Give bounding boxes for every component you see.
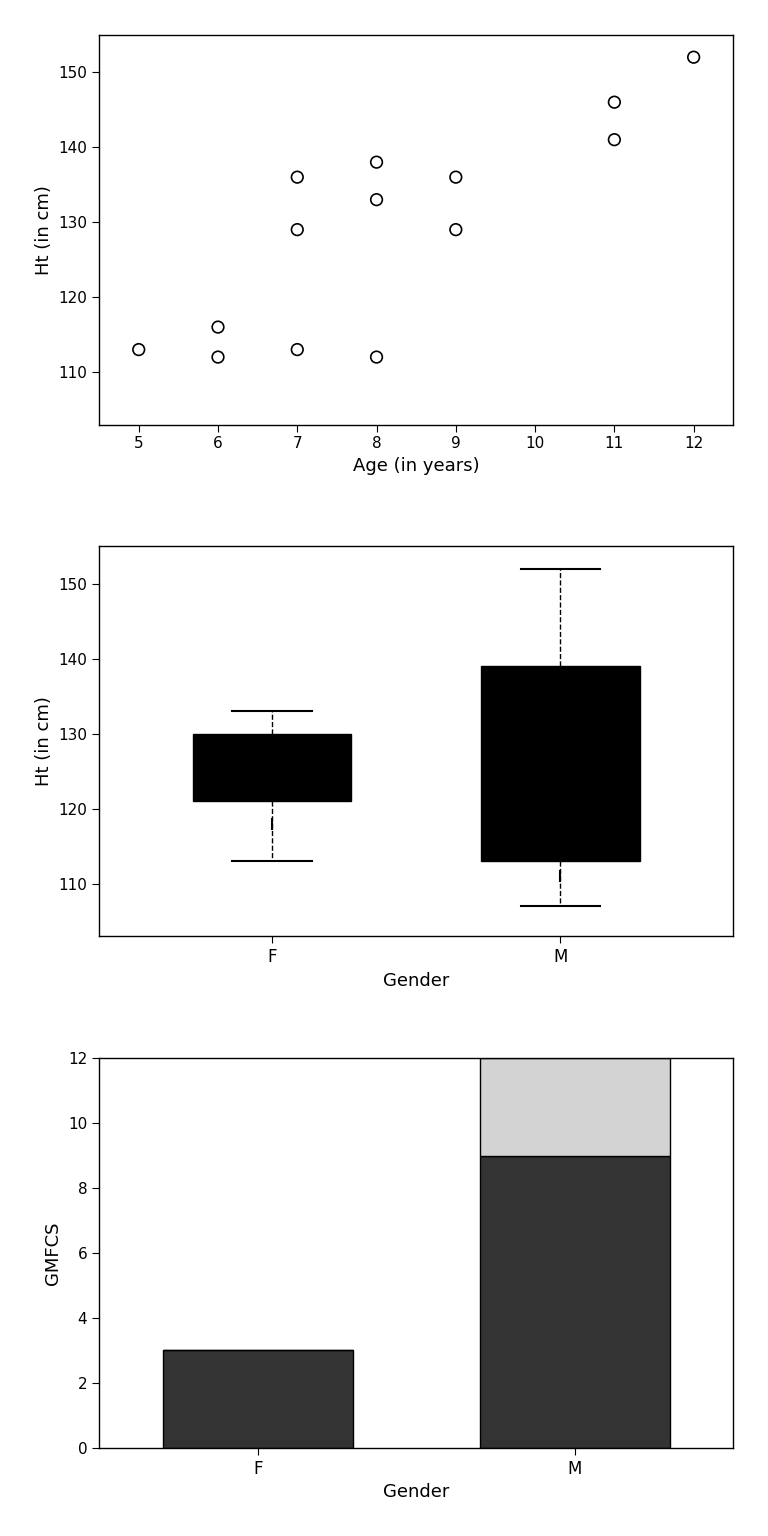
Bar <box>479 1058 670 1155</box>
Point <box>450 164 462 189</box>
Point <box>687 45 700 69</box>
Point <box>370 344 382 369</box>
PathPatch shape <box>193 734 351 802</box>
Point <box>370 151 382 175</box>
Y-axis label: GMFCS: GMFCS <box>45 1221 62 1284</box>
Y-axis label: Ht (in cm): Ht (in cm) <box>35 184 53 275</box>
Point <box>291 338 303 362</box>
Point <box>212 315 224 339</box>
Point <box>212 344 224 369</box>
Point <box>291 164 303 189</box>
Bar <box>479 1155 670 1448</box>
Point <box>370 187 382 212</box>
Point <box>608 91 621 115</box>
Point <box>450 218 462 243</box>
Bar <box>163 1350 353 1448</box>
Y-axis label: Ht (in cm): Ht (in cm) <box>35 696 53 786</box>
X-axis label: Gender: Gender <box>383 1484 449 1501</box>
X-axis label: Gender: Gender <box>383 972 449 989</box>
X-axis label: Age (in years): Age (in years) <box>353 456 479 475</box>
PathPatch shape <box>481 667 640 862</box>
Point <box>133 338 145 362</box>
Point <box>608 127 621 152</box>
Point <box>291 218 303 243</box>
